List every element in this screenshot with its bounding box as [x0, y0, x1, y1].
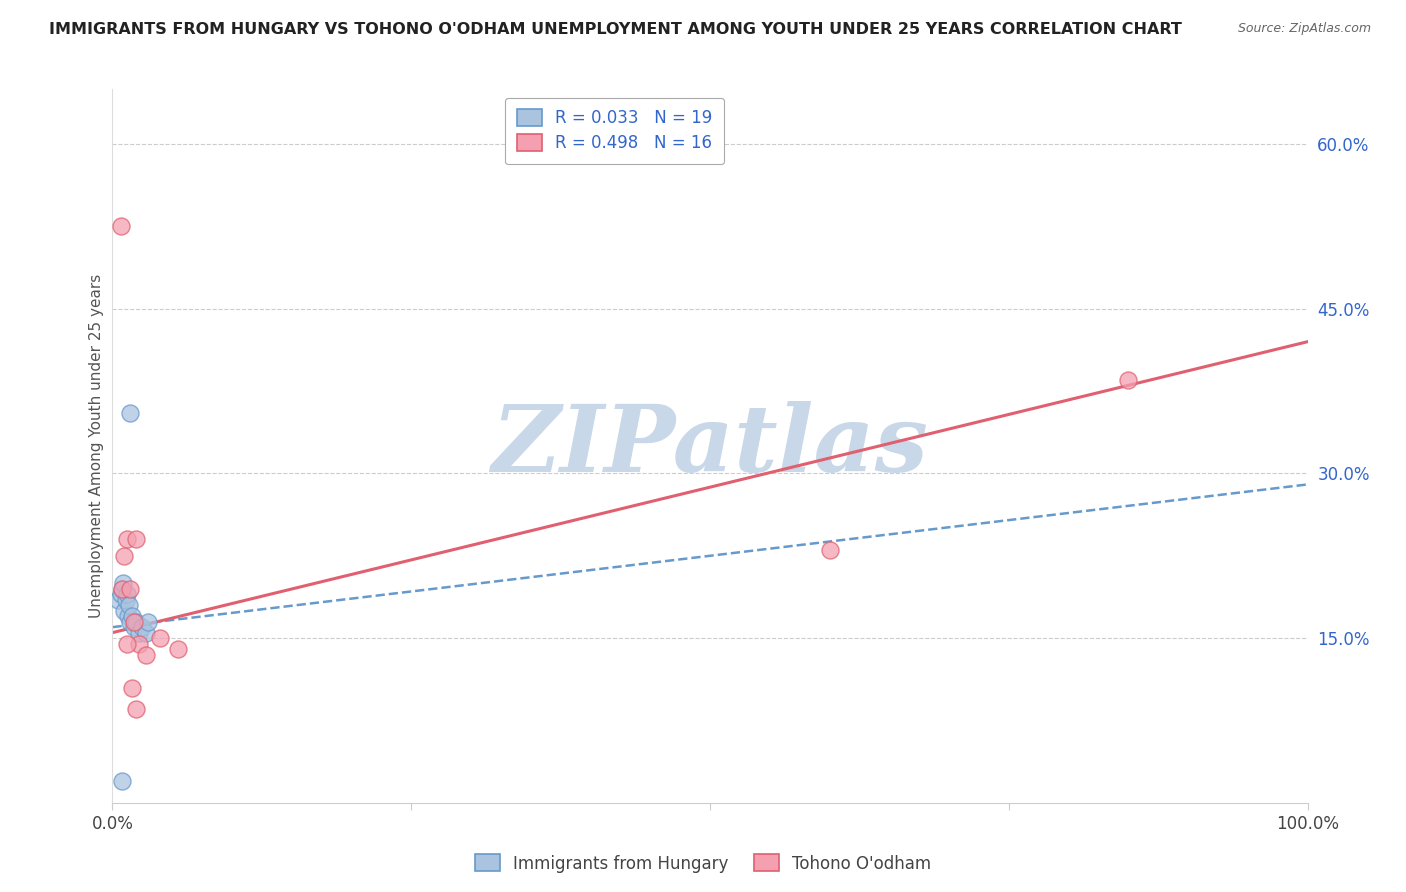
Point — [131, 620, 153, 634]
Y-axis label: Unemployment Among Youth under 25 years: Unemployment Among Youth under 25 years — [89, 274, 104, 618]
Point — [122, 615, 145, 629]
Text: ZIPatlas: ZIPatlas — [492, 401, 928, 491]
Point — [111, 582, 134, 596]
Point — [120, 615, 142, 629]
Point — [818, 543, 841, 558]
Text: IMMIGRANTS FROM HUNGARY VS TOHONO O'ODHAM UNEMPLOYMENT AMONG YOUTH UNDER 25 YEAR: IMMIGRANTS FROM HUNGARY VS TOHONO O'ODHA… — [49, 22, 1182, 37]
Legend: R = 0.033   N = 19, R = 0.498   N = 16: R = 0.033 N = 19, R = 0.498 N = 16 — [505, 97, 724, 164]
Point — [1118, 373, 1140, 387]
Point — [149, 631, 172, 645]
Point — [111, 582, 134, 596]
Point — [128, 637, 150, 651]
Point — [128, 625, 150, 640]
Point — [118, 598, 141, 612]
Point — [125, 615, 148, 629]
Text: Source: ZipAtlas.com: Source: ZipAtlas.com — [1237, 22, 1371, 36]
Point — [115, 637, 138, 651]
Point — [121, 681, 143, 695]
Point — [107, 592, 129, 607]
Point — [135, 625, 157, 640]
Point — [120, 582, 142, 596]
Legend: Immigrants from Hungary, Tohono O'odham: Immigrants from Hungary, Tohono O'odham — [468, 847, 938, 880]
Point — [122, 620, 145, 634]
Point — [112, 576, 135, 591]
Point — [114, 604, 135, 618]
Point — [115, 533, 138, 547]
Point — [115, 587, 138, 601]
Point — [114, 592, 136, 607]
Point — [121, 609, 143, 624]
Point — [120, 406, 142, 420]
Point — [110, 219, 132, 234]
Point — [111, 773, 134, 788]
Point — [117, 609, 139, 624]
Point — [138, 615, 160, 629]
Point — [125, 533, 148, 547]
Point — [125, 702, 148, 716]
Point — [110, 587, 132, 601]
Point — [114, 549, 135, 563]
Point — [167, 642, 190, 657]
Point — [135, 648, 157, 662]
